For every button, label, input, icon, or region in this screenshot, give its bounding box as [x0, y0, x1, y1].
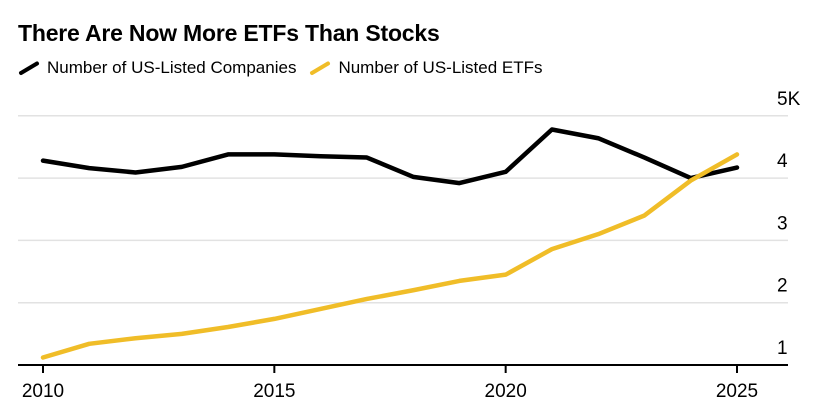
companies-line	[40, 127, 740, 186]
x-tick-label-2015: 2015	[253, 381, 295, 402]
legend-item-companies: Number of US-Listed Companies	[18, 58, 296, 78]
y-tick-label-4: 4	[777, 151, 788, 172]
etfs-line	[40, 152, 740, 360]
legend-label-companies: Number of US-Listed Companies	[47, 58, 297, 77]
x-tick-label-2010: 2010	[22, 381, 64, 402]
chart-title: There Are Now More ETFs Than Stocks	[18, 20, 440, 46]
legend-item-etfs: Number of US-Listed ETFs	[309, 58, 543, 78]
legend-label-etfs: Number of US-Listed ETFs	[338, 58, 543, 77]
x-tick-label-2020: 2020	[485, 381, 527, 402]
legend: Number of US-Listed Companies Number of …	[18, 57, 543, 79]
companies-line-swatch-icon	[19, 61, 39, 75]
y-tick-label-2: 2	[777, 276, 788, 297]
y-tick-label-5K: 5K	[777, 89, 801, 110]
etfs-line-swatch-icon	[310, 61, 331, 75]
y-tick-label-3: 3	[777, 213, 788, 234]
x-tick-label-2025: 2025	[716, 381, 758, 402]
y-tick-label-1: 1	[777, 338, 788, 359]
